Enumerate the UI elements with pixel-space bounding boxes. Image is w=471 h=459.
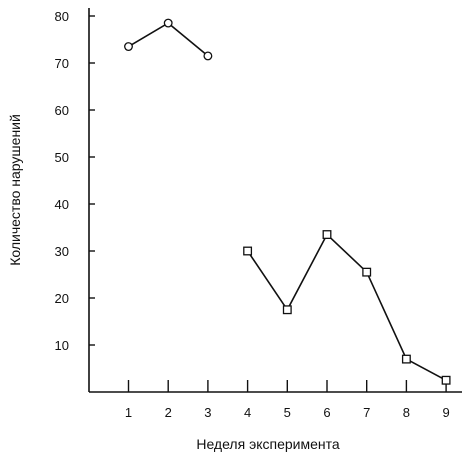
y-tick-label: 50: [55, 150, 69, 165]
series-2: [243, 230, 451, 385]
square-point: [441, 375, 451, 385]
y-tick-label: 60: [55, 103, 69, 118]
circle-point: [203, 51, 213, 61]
y-tick-label: 80: [55, 9, 69, 24]
series-layer: [124, 18, 451, 385]
y-tick-label: 40: [55, 197, 69, 212]
square-point: [362, 267, 372, 277]
circle-point: [163, 18, 173, 28]
circle-point: [124, 42, 133, 51]
square-point: [243, 246, 253, 256]
y-tick-label: 30: [55, 244, 69, 259]
series-1: [124, 18, 213, 61]
x-ticks: 1 2 3 4 5 6 7 8 9: [125, 380, 450, 420]
y-tick-label: 20: [55, 291, 69, 306]
y-tick-label: 10: [55, 338, 69, 353]
x-axis-title: Неделя эксперимента: [196, 436, 340, 452]
square-point: [401, 354, 411, 364]
x-tick-label: 5: [284, 405, 291, 420]
square-point: [322, 230, 332, 239]
y-ticks: 10 20 30 40 50 60 70 80: [55, 9, 95, 353]
series-line: [128, 22, 209, 57]
y-axis-title: Количество нарушений: [7, 114, 23, 266]
x-tick-label: 6: [323, 405, 330, 420]
x-tick-label: 4: [244, 405, 251, 420]
x-tick-label: 8: [403, 405, 410, 420]
series-line: [246, 233, 447, 382]
x-tick-label: 9: [442, 405, 449, 420]
square-point: [282, 305, 292, 315]
y-tick-label: 70: [55, 56, 69, 71]
x-tick-label: 7: [363, 405, 370, 420]
axes: [88, 8, 462, 393]
x-tick-label: 2: [165, 405, 172, 420]
x-tick-label: 3: [204, 405, 211, 420]
x-tick-label: 1: [125, 405, 132, 420]
